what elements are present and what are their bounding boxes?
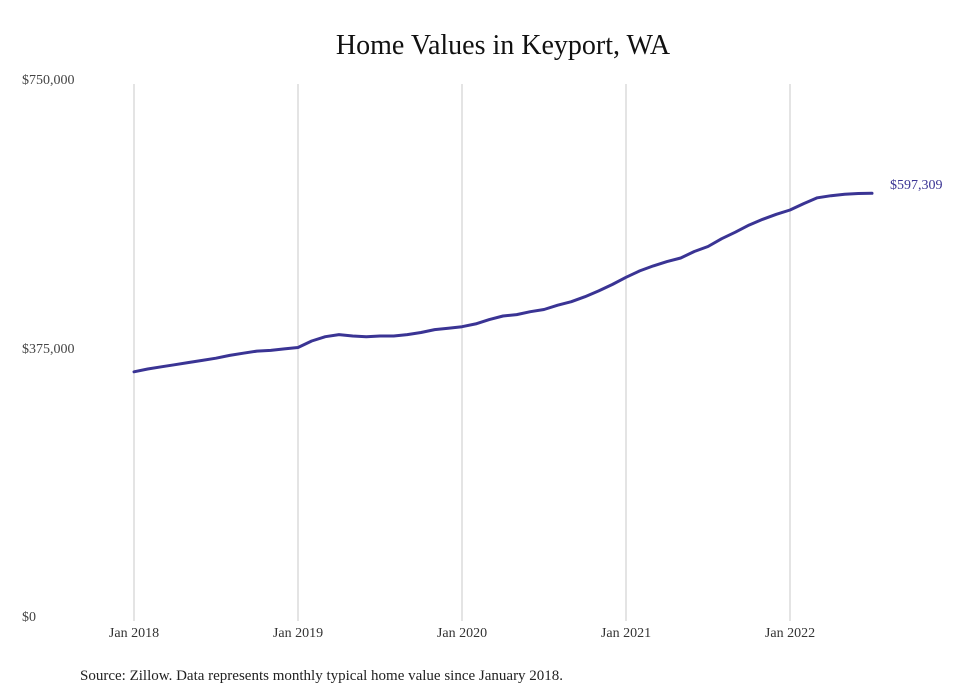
y-tick-label: $0 — [22, 610, 36, 625]
x-tick-label: Jan 2021 — [600, 626, 652, 641]
x-tick-label: Jan 2019 — [272, 626, 324, 641]
home-value-line — [132, 191, 874, 374]
x-tick-label: Jan 2018 — [108, 626, 160, 641]
source-note: Source: Zillow. Data represents monthly … — [80, 668, 564, 684]
y-tick-label: $750,000 — [22, 73, 75, 88]
end-value-label: $597,309 — [890, 178, 943, 193]
x-tick-label: Jan 2022 — [764, 626, 816, 641]
chart-title: Home Values in Keyport, WA — [335, 30, 671, 61]
x-tick-label: Jan 2020 — [436, 626, 488, 641]
y-tick-label: $375,000 — [22, 341, 75, 357]
